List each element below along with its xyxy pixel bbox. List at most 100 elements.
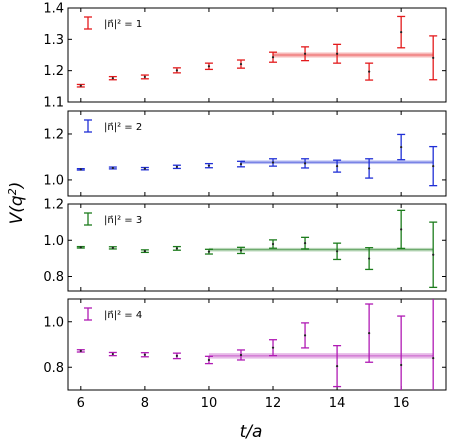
data-point bbox=[301, 236, 310, 250]
point-marker bbox=[432, 165, 435, 168]
plot-area bbox=[76, 209, 438, 289]
data-point bbox=[236, 349, 245, 361]
point-marker bbox=[143, 167, 146, 170]
point-marker bbox=[368, 167, 371, 170]
x-tick-label: 16 bbox=[393, 396, 410, 411]
point-marker bbox=[207, 164, 211, 167]
y-tick-label: 1.0 bbox=[43, 173, 64, 188]
data-point bbox=[397, 209, 406, 250]
data-point bbox=[269, 239, 278, 249]
legend: |n⃗|² = 3 bbox=[84, 212, 142, 226]
data-point bbox=[204, 355, 213, 365]
data-point bbox=[172, 164, 181, 170]
y-axis-label-sup: 2 bbox=[6, 188, 19, 195]
data-point bbox=[365, 247, 374, 271]
point-marker bbox=[111, 246, 114, 249]
point-marker bbox=[239, 353, 243, 357]
x-tick-label: 10 bbox=[201, 396, 218, 411]
panel-2: 1.0 1.2 |n⃗|² = 2 bbox=[43, 110, 447, 197]
data-point bbox=[108, 166, 117, 170]
point-marker bbox=[239, 249, 243, 252]
data-point bbox=[140, 352, 149, 358]
legend-label: |n⃗|² = 3 bbox=[104, 215, 142, 226]
point-marker bbox=[400, 31, 403, 34]
data-point bbox=[301, 158, 310, 169]
data-point bbox=[140, 249, 149, 254]
y-tick-label: 1.0 bbox=[43, 234, 64, 249]
data-point bbox=[397, 133, 406, 161]
point-marker bbox=[368, 257, 371, 260]
panel-frame bbox=[67, 203, 447, 292]
data-point bbox=[269, 158, 278, 167]
y-tick-label: 1.3 bbox=[43, 33, 64, 48]
point-marker bbox=[303, 334, 307, 337]
x-tick-label: 14 bbox=[329, 396, 346, 411]
x-axis-label: t/a bbox=[240, 422, 263, 442]
x-tick-label: 8 bbox=[141, 396, 149, 411]
y-tick-label: 1.4 bbox=[43, 2, 64, 17]
panel-frame bbox=[67, 298, 447, 391]
data-point bbox=[333, 344, 342, 388]
data-point bbox=[76, 349, 85, 353]
data-point bbox=[397, 15, 406, 49]
data-point bbox=[365, 62, 374, 81]
point-marker bbox=[303, 242, 307, 245]
legend-label: |n⃗|² = 4 bbox=[104, 310, 142, 321]
plot-area bbox=[76, 15, 438, 88]
point-marker bbox=[175, 354, 179, 357]
panel-frame bbox=[67, 110, 447, 197]
legend-label: |n⃗|² = 2 bbox=[104, 122, 142, 133]
data-point bbox=[365, 303, 374, 363]
y-axis-label: V(q2) bbox=[6, 182, 27, 225]
point-marker bbox=[303, 162, 307, 165]
panel-frame bbox=[67, 7, 447, 103]
x-tick-label: 12 bbox=[265, 396, 282, 411]
point-marker bbox=[432, 357, 435, 360]
point-marker bbox=[175, 69, 179, 72]
point-marker bbox=[79, 84, 82, 87]
point-marker bbox=[175, 165, 179, 168]
y-tick-label: 1.2 bbox=[43, 198, 64, 213]
data-point bbox=[236, 246, 245, 255]
point-marker bbox=[271, 346, 275, 349]
data-point bbox=[269, 339, 278, 357]
data-point bbox=[269, 51, 278, 63]
y-tick-label: 1.0 bbox=[43, 315, 64, 330]
data-point bbox=[108, 351, 117, 357]
data-point bbox=[333, 43, 342, 64]
point-marker bbox=[400, 145, 403, 149]
y-tick-label: 1.2 bbox=[43, 127, 64, 142]
y-axis-label-close: ) bbox=[7, 182, 27, 191]
data-point bbox=[333, 159, 342, 173]
legend: |n⃗|² = 1 bbox=[84, 16, 142, 30]
panel-3: 0.8 1.0 1.2 |n⃗|² = 3 bbox=[43, 198, 447, 292]
data-point bbox=[140, 74, 149, 80]
data-point bbox=[76, 245, 85, 249]
point-marker bbox=[79, 349, 82, 352]
data-point bbox=[397, 315, 406, 390]
point-marker bbox=[368, 70, 371, 73]
point-marker bbox=[335, 165, 339, 168]
point-marker bbox=[143, 353, 146, 356]
data-point bbox=[204, 62, 213, 71]
data-point bbox=[429, 145, 438, 187]
data-point bbox=[236, 160, 245, 168]
x-tick-label: 6 bbox=[77, 396, 85, 411]
point-marker bbox=[143, 250, 146, 253]
point-marker bbox=[432, 253, 435, 256]
point-marker bbox=[111, 77, 114, 80]
data-point bbox=[172, 67, 181, 74]
y-tick-label: 1.2 bbox=[43, 64, 64, 79]
point-marker bbox=[368, 332, 371, 335]
data-point bbox=[301, 322, 310, 349]
panel-1: 1.1 1.2 1.3 1.4 |n⃗|² = 1 bbox=[43, 2, 447, 111]
x-axis-tick-labels: 6 8 10 12 14 16 bbox=[77, 396, 410, 411]
point-marker bbox=[111, 352, 114, 356]
point-marker bbox=[335, 250, 339, 253]
legend-label: |n⃗|² = 1 bbox=[104, 19, 142, 30]
y-tick-label: 1.1 bbox=[43, 96, 64, 111]
point-marker bbox=[303, 52, 307, 55]
data-point bbox=[429, 35, 438, 81]
data-point bbox=[432, 299, 435, 390]
